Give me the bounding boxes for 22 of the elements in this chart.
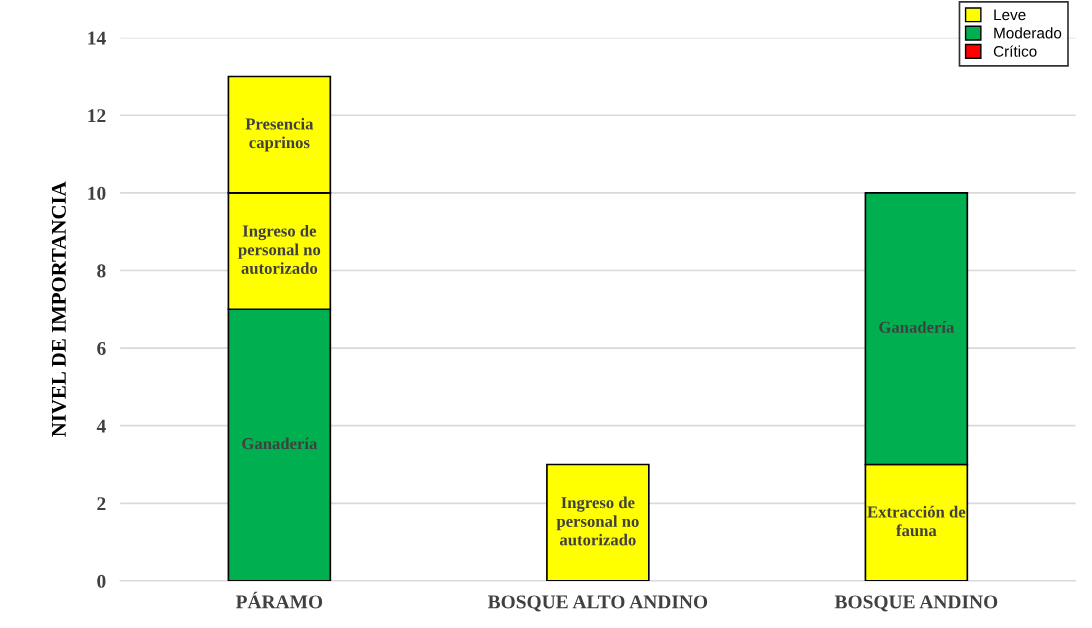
y-tick-label: 10 <box>88 186 106 200</box>
x-tick-label: BOSQUE ALTO ANDINO <box>487 595 708 612</box>
legend-label: Moderado <box>994 27 1062 39</box>
data-label: Ganadería <box>242 437 318 450</box>
y-tick-label: 8 <box>97 264 106 278</box>
y-tick-label: 0 <box>97 574 106 588</box>
x-tick-label: PÁRAMO <box>235 591 323 609</box>
y-tick-label: 4 <box>96 419 106 433</box>
y-tick-label: 6 <box>97 341 106 356</box>
data-label: Ganadería <box>879 321 955 333</box>
y-tick-label: 2 <box>97 497 106 511</box>
x-tick-label: BOSQUE ANDINO <box>834 595 998 612</box>
y-tick-label: 14 <box>88 31 106 45</box>
legend-label: Leve <box>994 9 1026 21</box>
data-label: Ingreso de personal no autorizado <box>238 224 321 274</box>
y-axis-title: NIVEL DE IMPORTANCIA <box>51 181 66 437</box>
y-tick-label: 12 <box>88 109 106 123</box>
legend-label: Crítico <box>993 45 1037 57</box>
data-label: Ingreso de personal no autorizado <box>556 496 639 546</box>
bar <box>546 463 650 581</box>
data-label: Extracción de fauna <box>867 505 966 537</box>
data-label: Presencia caprinos <box>245 117 314 152</box>
